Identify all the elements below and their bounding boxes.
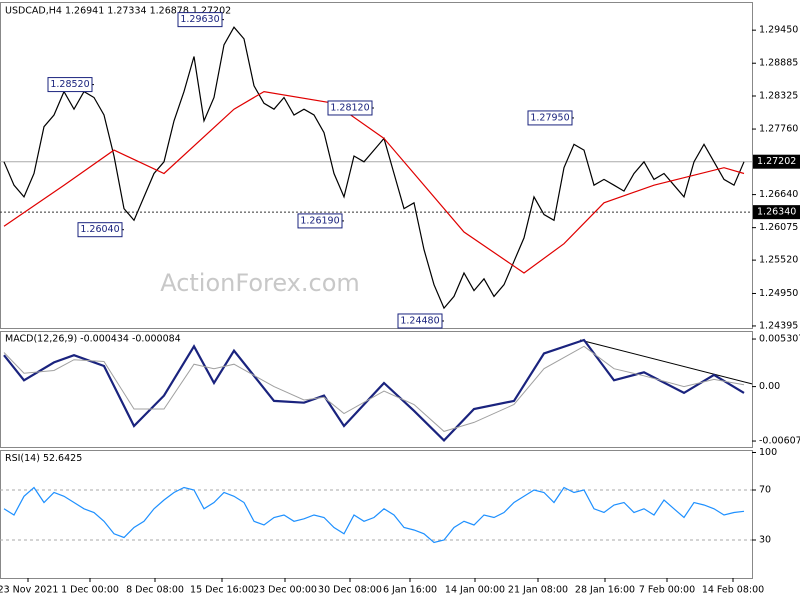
panel-title: RSI(14) 52.6425 — [5, 453, 82, 464]
price-label-box — [753, 154, 800, 169]
price-panel — [0, 2, 753, 329]
annotation-label: 1.26190 — [300, 215, 339, 226]
x-tick-label: 30 Dec 08:00 — [318, 585, 382, 596]
panel-title: MACD(12,26,9) -0.000434 -0.000084 — [5, 334, 181, 345]
annotation-label: 1.28120 — [330, 102, 369, 113]
series-line — [3, 338, 745, 442]
rsi-panel — [0, 450, 753, 579]
series-line — [3, 90, 745, 274]
series-line — [3, 345, 745, 432]
y-tick-label: 70 — [759, 485, 771, 496]
x-tick-label: 7 Feb 00:00 — [639, 585, 695, 596]
price-label: 1.26340 — [757, 207, 796, 218]
y-tick-label: 1.26075 — [759, 222, 798, 233]
annotation-box — [177, 12, 223, 28]
annotation-label: 1.26040 — [80, 224, 119, 235]
y-tick-label: 1.27760 — [759, 124, 798, 135]
x-tick-label: 23 Nov 2021 — [0, 585, 58, 596]
x-tick-label: 14 Jan 00:00 — [445, 585, 505, 596]
x-tick-label: 8 Dec 08:00 — [126, 585, 184, 596]
series-line — [3, 486, 745, 544]
x-tick-label: 1 Dec 00:00 — [61, 585, 119, 596]
y-tick-label: 1.28325 — [759, 90, 798, 101]
y-tick-label: -0.006074 — [759, 436, 800, 447]
annotation-label: 1.24480 — [400, 315, 439, 326]
price-label: 1.27202 — [757, 156, 796, 167]
y-tick-label: 1.29450 — [759, 25, 798, 36]
y-tick-label: 0.00 — [759, 381, 780, 392]
x-tick-label: 21 Jan 08:00 — [508, 585, 568, 596]
y-tick-label: 1.25520 — [759, 255, 798, 266]
series-line — [3, 26, 745, 310]
x-tick-label: 28 Jan 16:00 — [575, 585, 635, 596]
annotation-box — [527, 110, 573, 126]
annotation-label: 1.29630 — [180, 14, 219, 25]
x-tick-label: 23 Dec 00:00 — [253, 585, 317, 596]
annotation-box — [77, 222, 123, 238]
y-tick-label: 1.28885 — [759, 58, 798, 69]
macd-panel — [0, 331, 753, 448]
panel-title: USDCAD,H4 1.26941 1.27334 1.26878 1.2720… — [5, 6, 231, 17]
y-tick-label: 30 — [759, 535, 771, 546]
x-tick-label: 15 Dec 16:00 — [190, 585, 254, 596]
y-tick-label: 1.26640 — [759, 189, 798, 200]
annotation-box — [327, 100, 373, 116]
trendline — [579, 339, 753, 385]
annotation-label: 1.28520 — [50, 79, 89, 90]
annotation-box — [297, 213, 343, 229]
x-tick-label: 6 Jan 16:00 — [383, 585, 437, 596]
y-tick-label: 1.24950 — [759, 288, 798, 299]
y-tick-label: 100 — [759, 447, 777, 458]
x-tick-label: 14 Feb 08:00 — [702, 585, 764, 596]
annotation-label: 1.27950 — [530, 112, 569, 123]
annotation-box — [47, 77, 93, 93]
watermark: ActionForex.com — [160, 269, 360, 297]
y-tick-label: 0.005307 — [759, 334, 800, 345]
y-tick-label: 1.24395 — [759, 320, 798, 331]
annotation-box — [397, 313, 443, 329]
price-label-box — [753, 205, 800, 220]
